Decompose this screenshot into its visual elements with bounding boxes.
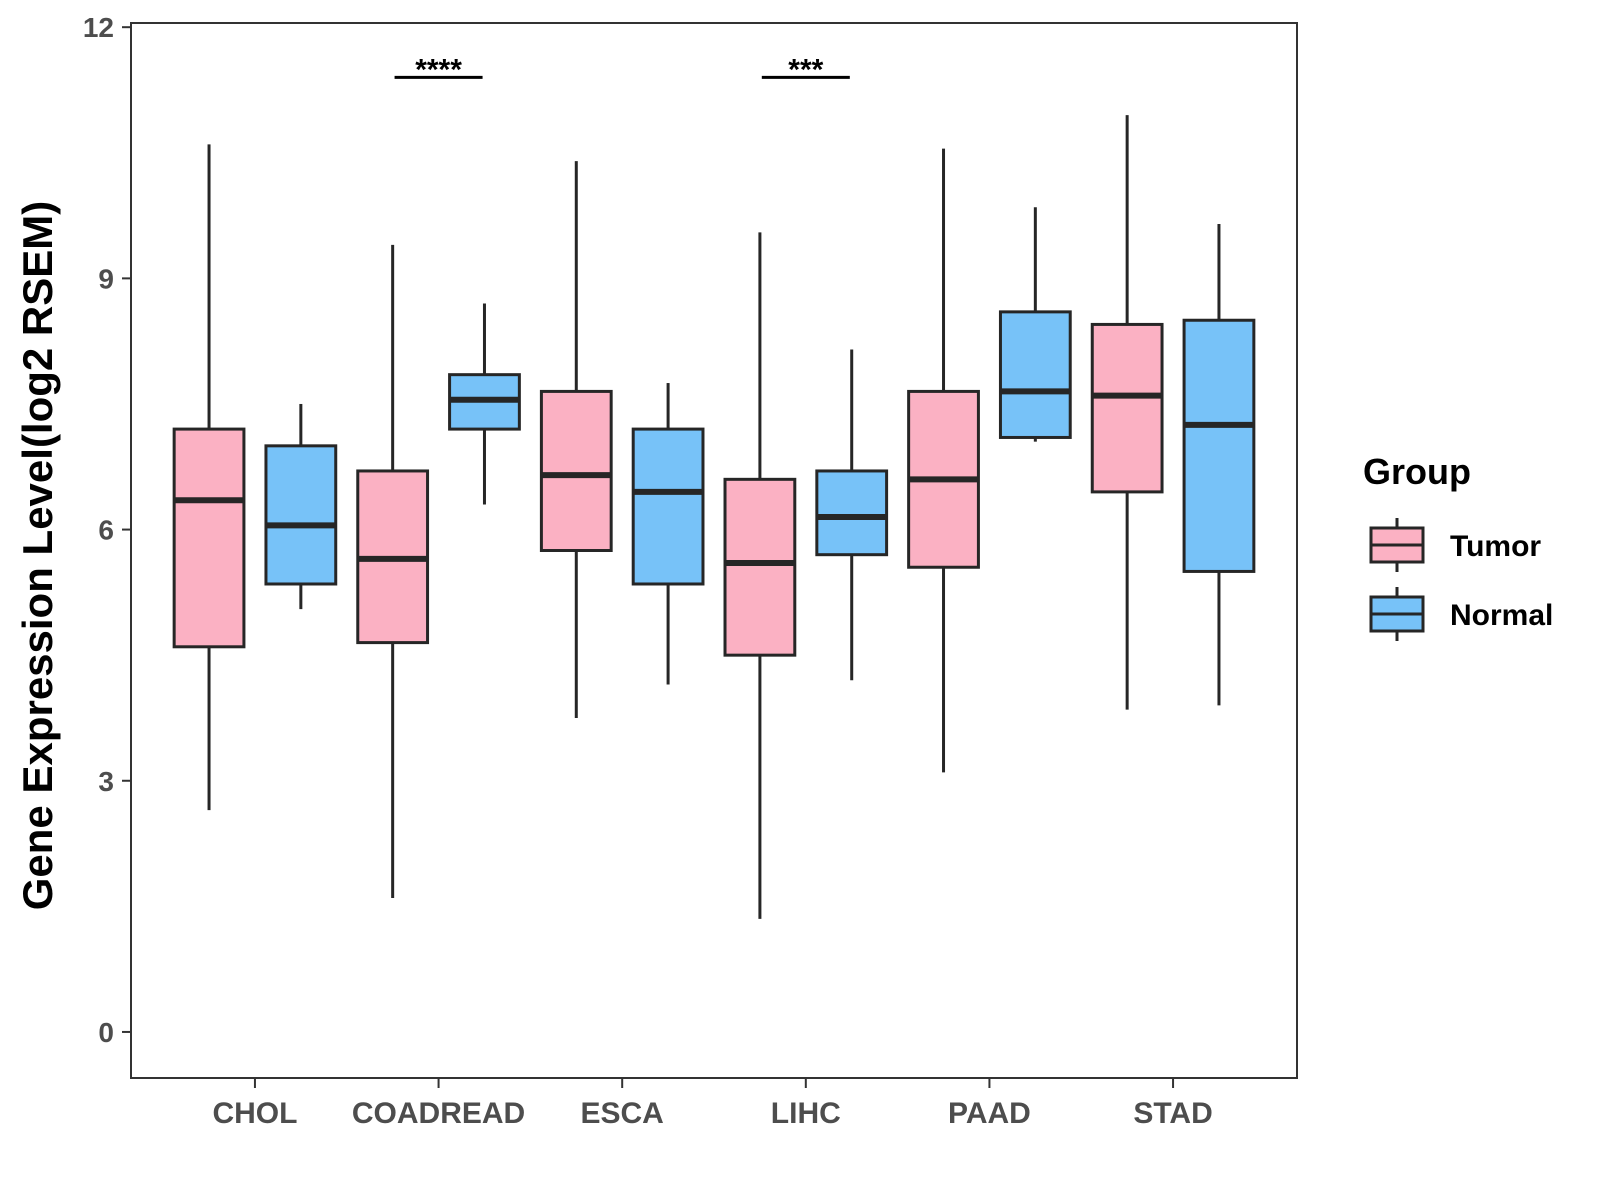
box-iqr <box>264 444 338 586</box>
box-tumor-chol <box>172 144 246 811</box>
series-tumor <box>172 115 1164 919</box>
significance-label: **** <box>415 53 462 86</box>
box-tumor-stad <box>1090 115 1164 710</box>
legend-key-tumor <box>1369 518 1425 572</box>
box-iqr <box>172 427 246 649</box>
box-normal-lihc <box>815 349 889 681</box>
y-tick-label: 9 <box>98 263 114 294</box>
legend-key-normal <box>1369 587 1425 641</box>
x-tick-label: COADREAD <box>352 1097 525 1130</box>
box-iqr <box>815 469 889 557</box>
box-iqr <box>998 310 1072 439</box>
y-axis-title: Gene Expression Level(log2 RSEM) <box>14 201 61 911</box>
significance-label: *** <box>788 53 823 86</box>
box-tumor-paad <box>907 148 980 773</box>
x-tick-label: ESCA <box>581 1097 664 1130</box>
x-tick-label: LIHC <box>771 1097 841 1130</box>
box-iqr <box>539 389 613 552</box>
box-normal-esca <box>631 383 705 685</box>
x-tick-label: CHOL <box>212 1097 297 1130</box>
x-axis: CHOL COADREAD ESCA LIHC PAAD STAD <box>212 1078 1213 1130</box>
y-tick-label: 3 <box>98 766 114 797</box>
x-tick-label: STAD <box>1133 1097 1212 1130</box>
box-normal-coadread <box>448 303 521 505</box>
y-tick-label: 0 <box>98 1017 114 1048</box>
box-iqr <box>1090 322 1164 494</box>
significance-annotations: **** *** <box>394 53 850 86</box>
box-normal-stad <box>1182 223 1256 706</box>
series-normal <box>264 207 1256 706</box>
y-axis: 0 3 6 9 12 <box>83 12 131 1048</box>
box-iqr <box>631 427 705 586</box>
box-tumor-esca <box>539 161 613 718</box>
box-iqr <box>723 477 797 657</box>
y-tick-label: 12 <box>83 12 114 43</box>
box-tumor-lihc <box>723 232 797 919</box>
legend-label-tumor: Tumor <box>1450 530 1541 563</box>
boxplot-series <box>172 115 1256 919</box>
box-normal-chol <box>264 403 338 610</box>
x-tick-label: PAAD <box>948 1097 1031 1130</box>
legend: Group Tumor Normal <box>1363 451 1553 641</box>
box-tumor-coadread <box>356 244 430 898</box>
legend-label-normal: Normal <box>1450 599 1553 632</box>
box-normal-paad <box>998 207 1072 442</box>
y-tick-label: 6 <box>98 515 114 546</box>
box-iqr <box>1182 318 1256 573</box>
legend-title: Group <box>1363 451 1471 492</box>
